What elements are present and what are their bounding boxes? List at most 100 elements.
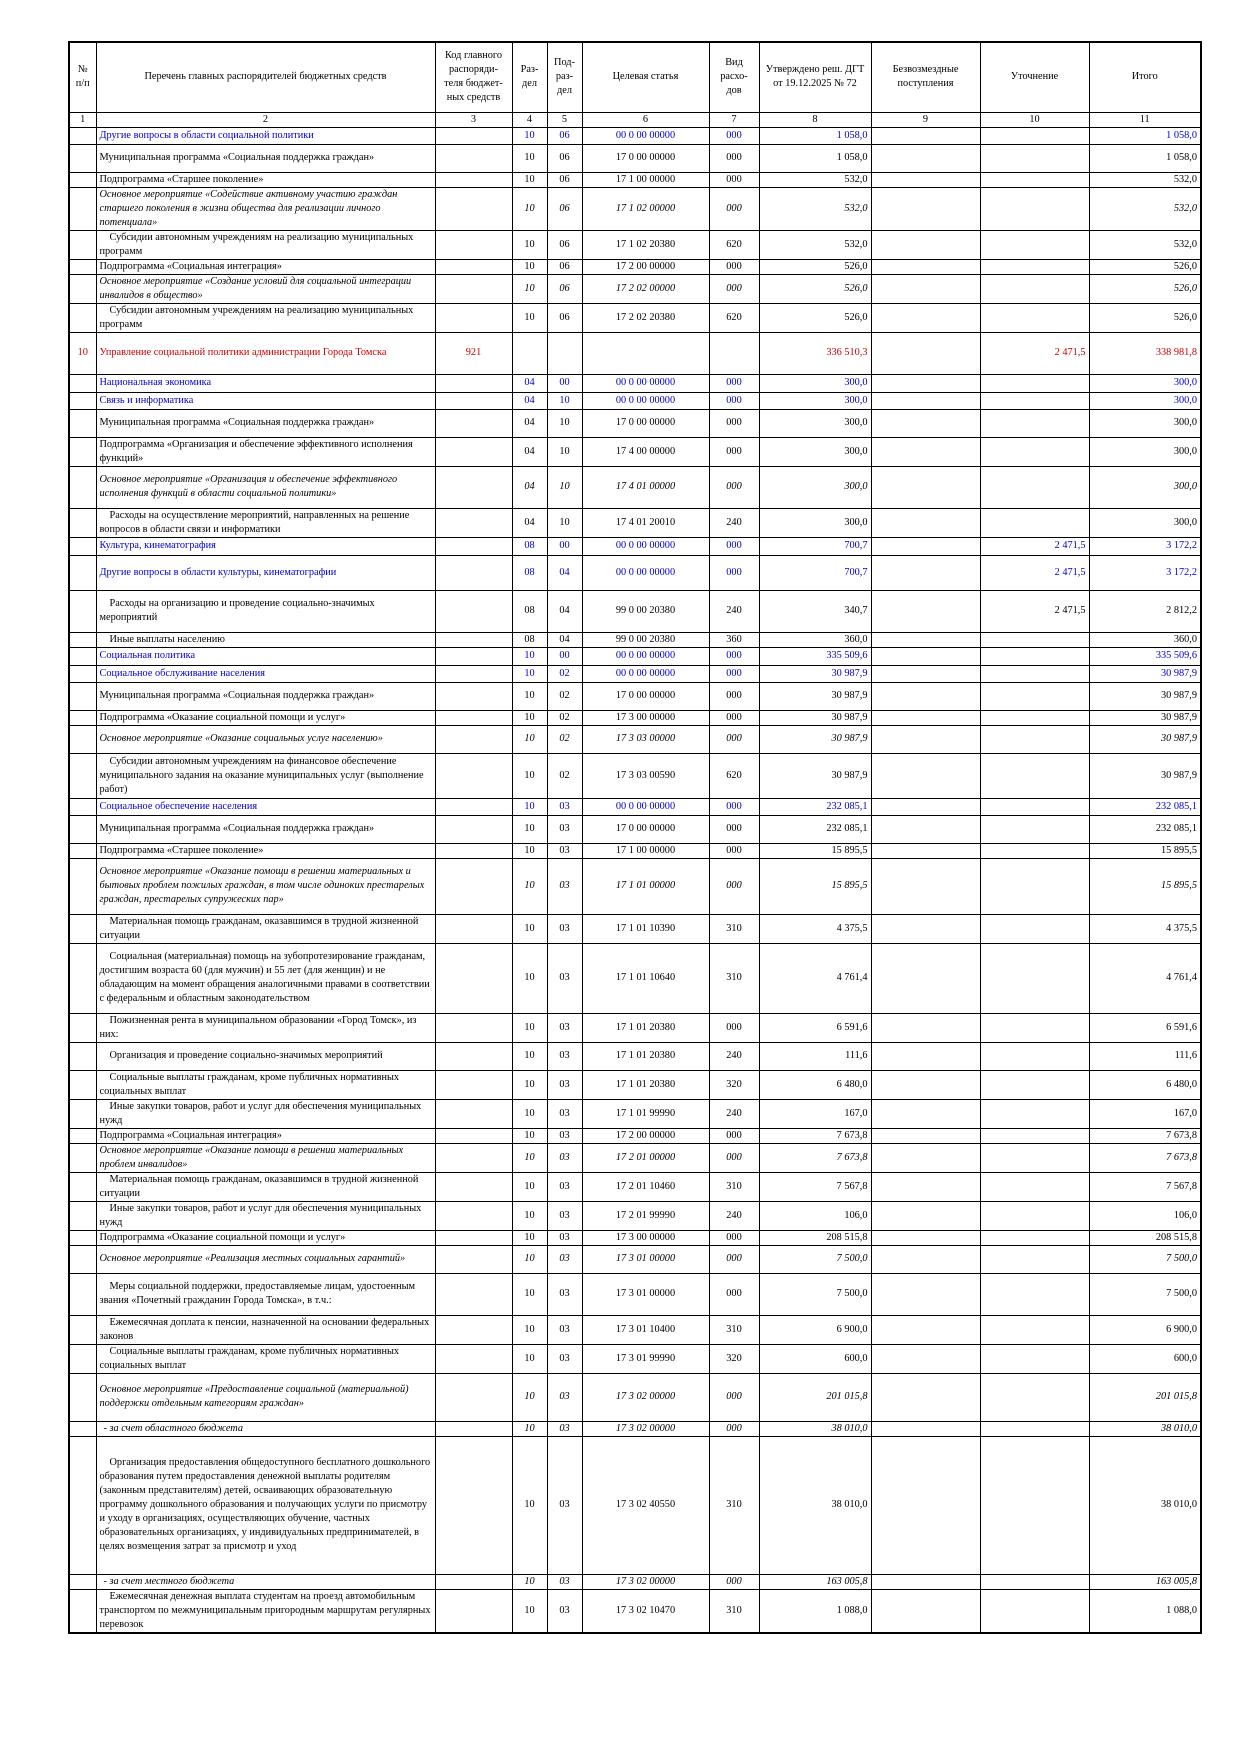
row-free [870, 1098, 981, 1129]
row-kind: 620 [708, 229, 760, 260]
row-total: 6 900,0 [1088, 1314, 1202, 1345]
row-approved: 111,6 [758, 1041, 872, 1071]
row-kind: 240 [708, 507, 760, 538]
row-subsection: 04 [546, 554, 583, 591]
row-article: 17 1 02 00000 [581, 186, 710, 231]
row-approved: 232 085,1 [758, 814, 872, 844]
row-total: 7 567,8 [1088, 1171, 1202, 1202]
row-subsection: 06 [546, 258, 583, 275]
row-section: 10 [511, 1588, 548, 1633]
row-kind: 240 [708, 589, 760, 633]
row-name: Социальное обслуживание населения [95, 664, 436, 683]
row-adjustment [979, 842, 1090, 859]
row-section: 04 [511, 373, 548, 393]
row-adjustment [979, 681, 1090, 711]
row-section: 08 [511, 631, 548, 648]
row-total: 201 015,8 [1088, 1372, 1202, 1422]
row-adjustment [979, 1314, 1090, 1345]
row-free [870, 258, 981, 275]
row-approved: 30 987,9 [758, 681, 872, 711]
row-subsection: 10 [546, 391, 583, 410]
row-section: 10 [511, 171, 548, 188]
row-number [68, 1229, 97, 1246]
table-row: Социальная (материальная) помощь на зубо… [68, 942, 1202, 1014]
row-section: 10 [511, 258, 548, 275]
row-number [68, 536, 97, 556]
row-total: 532,0 [1088, 171, 1202, 188]
row-free [870, 408, 981, 438]
header-subsection: Под- раз- дел [546, 41, 583, 113]
row-subsection: 10 [546, 465, 583, 509]
row-free [870, 1314, 981, 1345]
row-number [68, 1435, 97, 1575]
row-approved: 201 015,8 [758, 1372, 872, 1422]
row-article: 00 0 00 00000 [581, 646, 710, 666]
row-article: 17 2 00 00000 [581, 258, 710, 275]
row-section: 10 [511, 646, 548, 666]
row-section: 10 [511, 1573, 548, 1590]
row-code [434, 1142, 513, 1173]
row-kind: 000 [708, 126, 760, 145]
row-free [870, 536, 981, 556]
row-name: Подпрограмма «Организация и обеспечение … [95, 436, 436, 467]
row-free [870, 273, 981, 304]
row-free [870, 842, 981, 859]
row-approved: 526,0 [758, 273, 872, 304]
row-free [870, 681, 981, 711]
row-number [68, 724, 97, 754]
row-total: 360,0 [1088, 631, 1202, 648]
row-free [870, 302, 981, 333]
row-kind: 000 [708, 1244, 760, 1274]
row-approved: 38 010,0 [758, 1435, 872, 1575]
row-name: Основное мероприятие «Создание условий д… [95, 273, 436, 304]
row-approved: 4 761,4 [758, 942, 872, 1014]
row-kind: 000 [708, 1272, 760, 1316]
row-article: 00 0 00 00000 [581, 126, 710, 145]
row-adjustment [979, 391, 1090, 410]
row-adjustment [979, 373, 1090, 393]
row-number [68, 664, 97, 683]
table-row: Иные закупки товаров, работ и услуг для … [68, 1098, 1202, 1129]
row-subsection: 02 [546, 752, 583, 799]
row-subsection: 06 [546, 126, 583, 145]
header-free: Безвозмездные поступления [870, 41, 981, 113]
row-code [434, 1098, 513, 1129]
row-adjustment: 2 471,5 [979, 554, 1090, 591]
row-free [870, 664, 981, 683]
row-name: Муниципальная программа «Социальная подд… [95, 143, 436, 173]
row-name: - за счет местного бюджета [95, 1573, 436, 1590]
colnum-cell: 1 [68, 111, 97, 128]
row-adjustment [979, 797, 1090, 816]
row-section: 10 [511, 1435, 548, 1575]
row-adjustment [979, 258, 1090, 275]
row-section: 10 [511, 186, 548, 231]
row-adjustment [979, 1573, 1090, 1590]
row-code [434, 1573, 513, 1590]
row-code [434, 273, 513, 304]
row-name: Основное мероприятие «Оказание помощи в … [95, 857, 436, 915]
row-adjustment [979, 913, 1090, 944]
row-code [434, 646, 513, 666]
row-kind: 000 [708, 171, 760, 188]
row-code [434, 536, 513, 556]
row-section: 10 [511, 1041, 548, 1071]
row-article: 17 3 03 00000 [581, 724, 710, 754]
row-free [870, 752, 981, 799]
row-name: Культура, кинематография [95, 536, 436, 556]
row-code [434, 1272, 513, 1316]
row-total: 1 088,0 [1088, 1588, 1202, 1633]
row-adjustment [979, 1127, 1090, 1144]
row-kind: 000 [708, 373, 760, 393]
row-approved: 300,0 [758, 408, 872, 438]
row-approved: 7 673,8 [758, 1127, 872, 1144]
row-total: 532,0 [1088, 229, 1202, 260]
row-approved: 208 515,8 [758, 1229, 872, 1246]
row-total: 163 005,8 [1088, 1573, 1202, 1590]
row-subsection: 03 [546, 1069, 583, 1100]
row-free [870, 1343, 981, 1374]
row-total: 300,0 [1088, 373, 1202, 393]
row-section: 10 [511, 1343, 548, 1374]
row-article: 17 1 01 10640 [581, 942, 710, 1014]
row-name: Социальные выплаты гражданам, кроме публ… [95, 1343, 436, 1374]
row-adjustment [979, 646, 1090, 666]
